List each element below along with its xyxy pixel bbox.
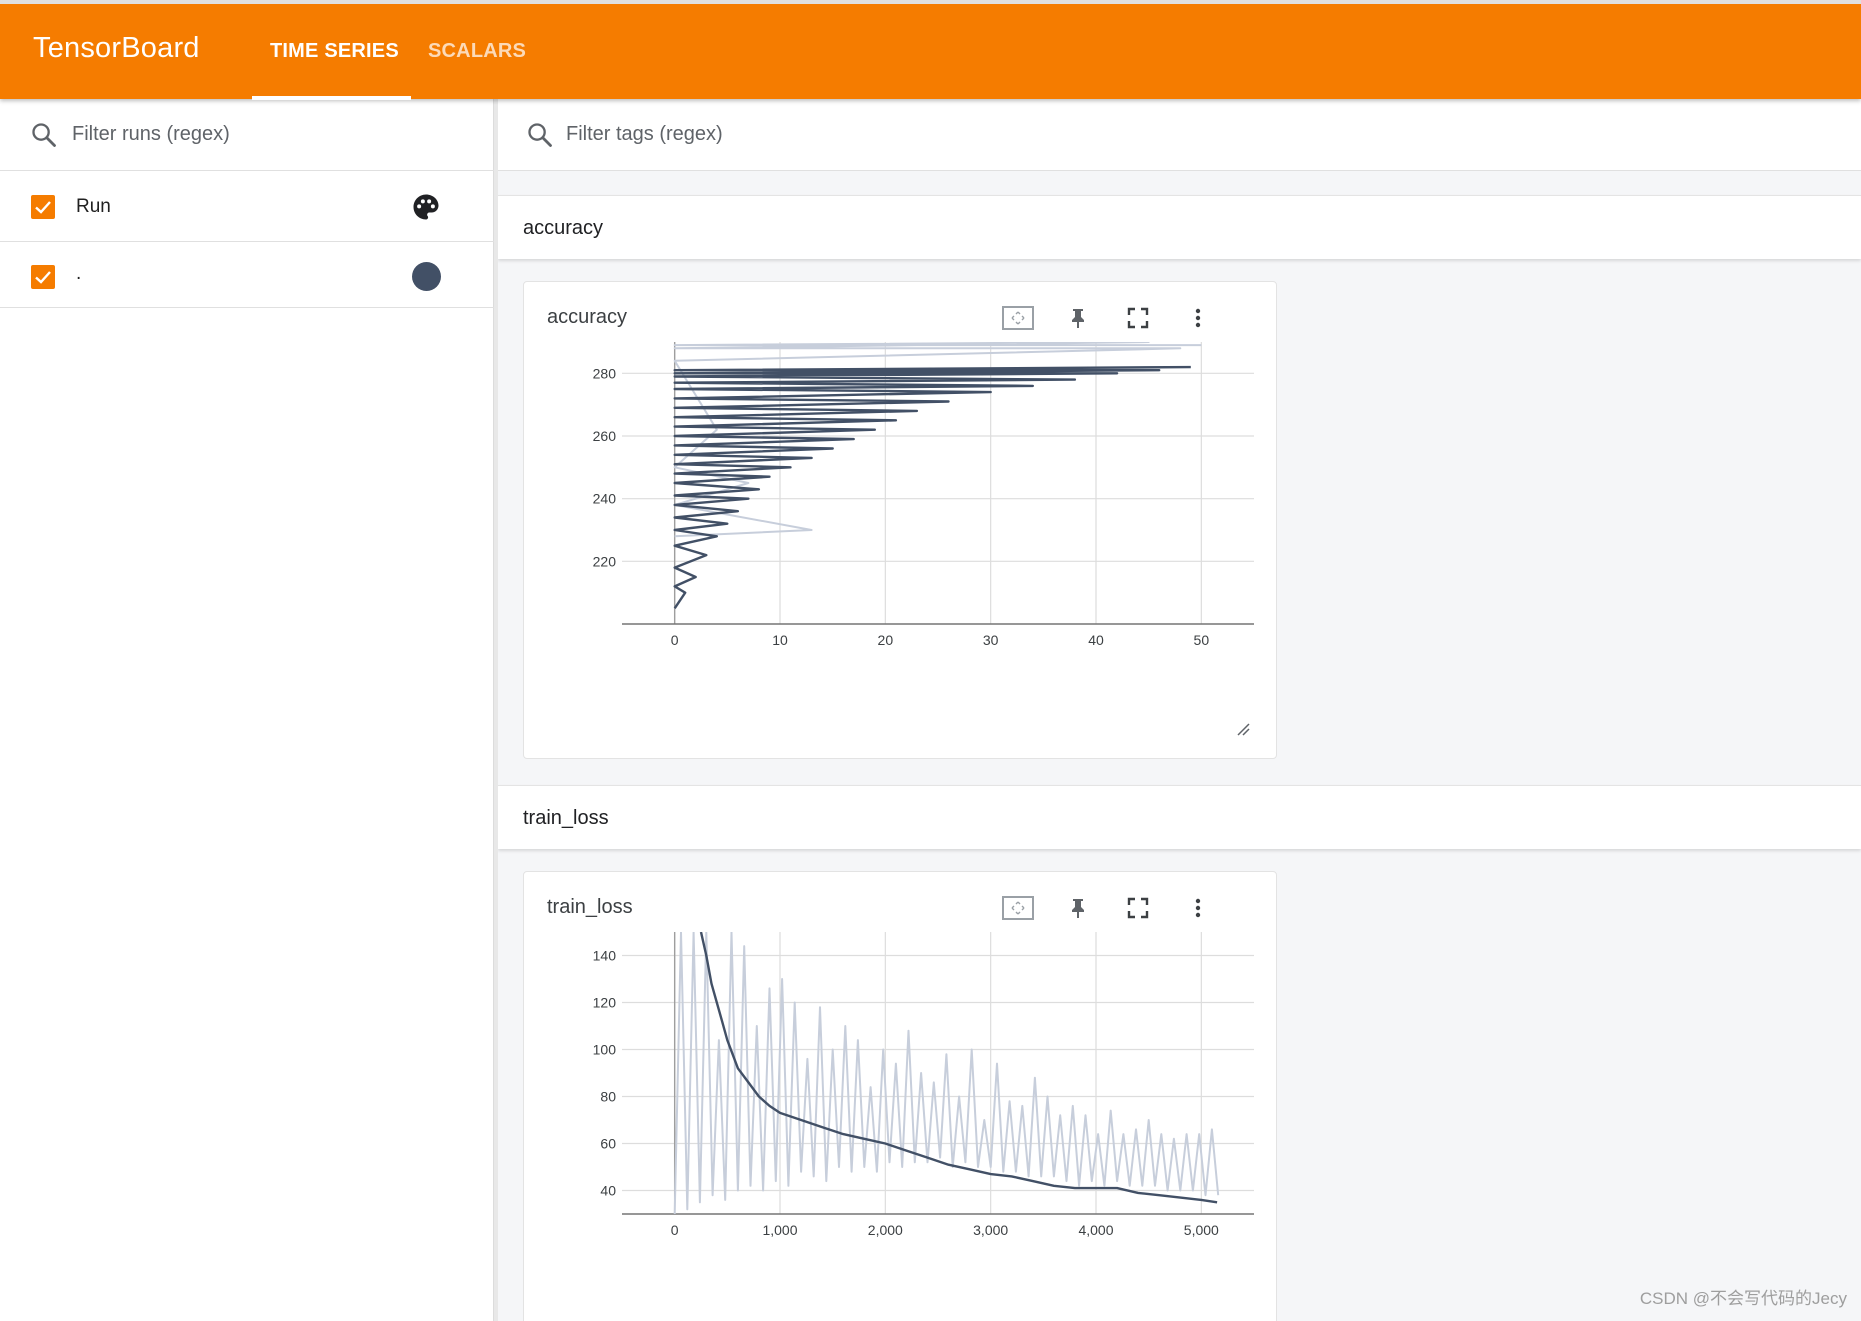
y-tick-label: 260 — [593, 428, 617, 444]
filter-runs-placeholder: Filter runs (regex) — [72, 123, 230, 145]
x-tick-label: 0 — [671, 632, 679, 648]
y-tick-label: 240 — [593, 491, 617, 507]
tab-scalars[interactable]: SCALARS — [428, 40, 527, 62]
run-checkbox[interactable] — [31, 265, 55, 289]
main-panel: Filter tags (regex) accuracy accuracy — [498, 99, 1861, 1321]
more-vert-icon — [1195, 898, 1201, 918]
sidebar-resize-handle[interactable] — [494, 99, 498, 1321]
more-options-button[interactable] — [1180, 890, 1216, 926]
filter-tags-placeholder: Filter tags (regex) — [566, 123, 723, 145]
y-tick-label: 280 — [593, 365, 617, 381]
y-tick-label: 80 — [600, 1089, 616, 1105]
filter-tags-field[interactable]: Filter tags (regex) — [498, 99, 1861, 171]
pin-card-button[interactable] — [1060, 890, 1096, 926]
group-header-accuracy[interactable]: accuracy — [498, 195, 1861, 259]
y-tick-label: 100 — [593, 1042, 617, 1058]
tab-time-series[interactable]: TIME SERIES — [270, 40, 399, 62]
x-tick-label: 20 — [878, 632, 894, 648]
fullscreen-icon — [1127, 307, 1149, 329]
x-tick-label: 0 — [671, 1222, 679, 1238]
x-tick-label: 3,000 — [973, 1222, 1008, 1238]
y-tick-label: 220 — [593, 553, 617, 569]
scalar-card-train-loss: train_loss 0 1,000 2,000 3,000 4,000 5,000 40 6… — [523, 871, 1277, 1321]
raw-series-line — [673, 342, 1202, 538]
x-tick-label: 2,000 — [868, 1222, 903, 1238]
group-header-train-loss[interactable]: train_loss — [498, 785, 1861, 849]
run-row[interactable]: Run — [0, 172, 494, 242]
y-tick-label: 60 — [600, 1136, 616, 1152]
card-title: train_loss — [547, 896, 633, 918]
accuracy-line-chart[interactable]: 0 10 20 30 40 50 220 240 260 280 — [524, 342, 1276, 702]
pin-card-button[interactable] — [1060, 300, 1096, 336]
fit-domain-button[interactable] — [1000, 300, 1036, 336]
train-loss-line-chart[interactable]: 0 1,000 2,000 3,000 4,000 5,000 40 60 80 100 120 14… — [524, 932, 1276, 1292]
resize-card-icon[interactable] — [1236, 722, 1250, 736]
fullscreen-button[interactable] — [1120, 890, 1156, 926]
x-tick-label: 40 — [1088, 632, 1104, 648]
filter-runs-field[interactable]: Filter runs (regex) — [0, 99, 494, 171]
group-title: accuracy — [523, 217, 604, 239]
y-tick-label: 120 — [593, 995, 617, 1011]
raw-series-line — [673, 932, 1220, 1214]
pin-icon — [1072, 899, 1084, 918]
x-tick-label: 10 — [772, 632, 788, 648]
check-icon — [35, 201, 51, 214]
x-tick-label: 5,000 — [1184, 1222, 1219, 1238]
x-tick-label: 30 — [983, 632, 999, 648]
fit-to-data-icon — [1002, 896, 1034, 920]
more-vert-icon — [1195, 308, 1201, 328]
search-icon — [528, 123, 552, 147]
fit-domain-button[interactable] — [1000, 890, 1036, 926]
top-app-bar: TensorBoard TIME SERIES SCALARS — [0, 0, 1861, 100]
y-tick-label: 140 — [593, 948, 617, 964]
card-title: accuracy — [547, 306, 628, 328]
fit-to-data-icon — [1002, 306, 1034, 330]
smoothed-series-line — [673, 365, 1191, 609]
x-tick-label: 4,000 — [1078, 1222, 1113, 1238]
run-label: Run — [76, 196, 111, 217]
app-title: TensorBoard — [33, 32, 200, 64]
search-icon — [32, 122, 56, 147]
active-tab-indicator — [252, 96, 411, 100]
run-row[interactable]: . — [0, 243, 494, 308]
pin-icon — [1072, 309, 1084, 328]
y-tick-label: 40 — [600, 1183, 616, 1199]
fullscreen-button[interactable] — [1120, 300, 1156, 336]
more-options-button[interactable] — [1180, 300, 1216, 336]
fullscreen-icon — [1127, 897, 1149, 919]
palette-icon[interactable] — [411, 192, 441, 222]
watermark: CSDN @不会写代码的Jecy — [1639, 1289, 1847, 1308]
run-color-swatch[interactable] — [412, 262, 441, 291]
smoothed-series-line — [699, 932, 1218, 1204]
run-checkbox[interactable] — [31, 195, 55, 219]
x-tick-label: 50 — [1194, 632, 1210, 648]
runs-sidebar: Filter runs (regex) Run . — [0, 99, 494, 1321]
check-icon — [35, 271, 51, 284]
x-tick-label: 1,000 — [762, 1222, 797, 1238]
group-title: train_loss — [523, 807, 609, 829]
scalar-card-accuracy: accuracy 0 10 20 30 40 50 220 240 260 280 — [523, 281, 1277, 759]
run-label: . — [76, 263, 82, 284]
